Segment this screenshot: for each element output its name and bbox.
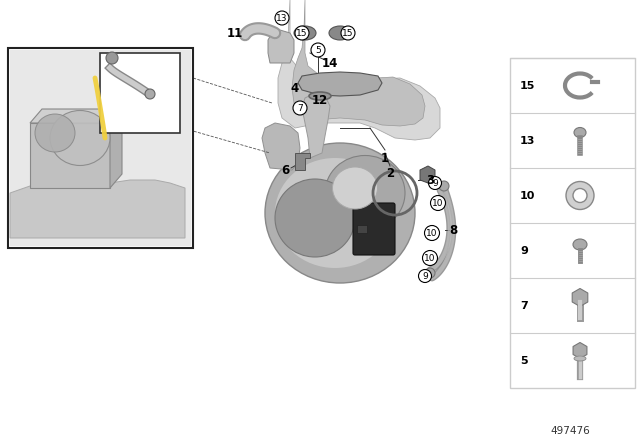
Text: 15: 15: [520, 81, 536, 90]
Text: 1: 1: [381, 151, 389, 164]
Polygon shape: [292, 0, 425, 126]
Ellipse shape: [50, 111, 110, 165]
Text: 9: 9: [520, 246, 528, 255]
Text: 13: 13: [276, 13, 288, 22]
FancyBboxPatch shape: [353, 203, 395, 255]
Polygon shape: [10, 180, 185, 238]
Polygon shape: [262, 123, 300, 170]
Circle shape: [275, 11, 289, 25]
Circle shape: [311, 43, 325, 57]
Bar: [27, 120, 113, 191]
Ellipse shape: [309, 92, 331, 100]
Circle shape: [566, 181, 594, 210]
Polygon shape: [30, 109, 122, 123]
Polygon shape: [298, 72, 382, 96]
Ellipse shape: [275, 179, 355, 257]
Ellipse shape: [573, 239, 587, 250]
Text: 9: 9: [422, 271, 428, 280]
Text: 2: 2: [386, 167, 394, 180]
Bar: [510, 58, 635, 388]
Text: 10: 10: [424, 254, 436, 263]
Circle shape: [422, 250, 438, 266]
Text: 14: 14: [322, 56, 338, 69]
Circle shape: [293, 101, 307, 115]
Ellipse shape: [35, 114, 75, 152]
Text: 15: 15: [296, 29, 308, 38]
Polygon shape: [278, 0, 440, 140]
Ellipse shape: [265, 143, 415, 283]
Bar: [8, 48, 193, 248]
Circle shape: [295, 26, 309, 40]
Polygon shape: [110, 109, 122, 188]
Text: 8: 8: [449, 224, 457, 237]
Ellipse shape: [574, 356, 586, 361]
Text: 11: 11: [227, 26, 243, 39]
Bar: [10, 50, 191, 246]
Circle shape: [424, 225, 440, 241]
Ellipse shape: [574, 128, 586, 138]
Text: 4: 4: [291, 82, 299, 95]
Circle shape: [429, 177, 442, 190]
Text: 12: 12: [312, 94, 328, 107]
Bar: [30, 123, 110, 188]
Polygon shape: [573, 343, 587, 358]
Circle shape: [439, 181, 449, 191]
Text: 5: 5: [315, 46, 321, 55]
Ellipse shape: [333, 167, 378, 209]
Polygon shape: [268, 30, 294, 63]
Text: 497476: 497476: [550, 426, 590, 436]
Text: 7: 7: [520, 301, 528, 310]
Polygon shape: [295, 153, 310, 170]
Text: 15: 15: [342, 29, 354, 38]
Text: 16: 16: [122, 150, 138, 163]
Ellipse shape: [329, 26, 351, 40]
Text: 7: 7: [297, 103, 303, 112]
Bar: [357, 225, 367, 233]
Text: 10: 10: [426, 228, 438, 237]
Text: 5: 5: [520, 356, 527, 366]
Text: 9: 9: [432, 178, 438, 188]
Circle shape: [419, 270, 431, 283]
Ellipse shape: [294, 26, 316, 40]
Circle shape: [106, 52, 118, 64]
Ellipse shape: [275, 158, 395, 268]
Text: 17: 17: [144, 52, 160, 65]
Circle shape: [573, 189, 587, 202]
Polygon shape: [302, 93, 330, 158]
Ellipse shape: [325, 155, 405, 231]
Circle shape: [425, 268, 435, 278]
Circle shape: [431, 195, 445, 211]
Circle shape: [341, 26, 355, 40]
Polygon shape: [420, 166, 435, 183]
Text: 13: 13: [520, 135, 536, 146]
Text: 3: 3: [426, 173, 434, 186]
Text: 10: 10: [520, 190, 536, 201]
Polygon shape: [572, 289, 588, 306]
Text: 6: 6: [281, 164, 289, 177]
Text: 10: 10: [432, 198, 444, 207]
Circle shape: [145, 89, 155, 99]
Bar: [100, 53, 180, 133]
